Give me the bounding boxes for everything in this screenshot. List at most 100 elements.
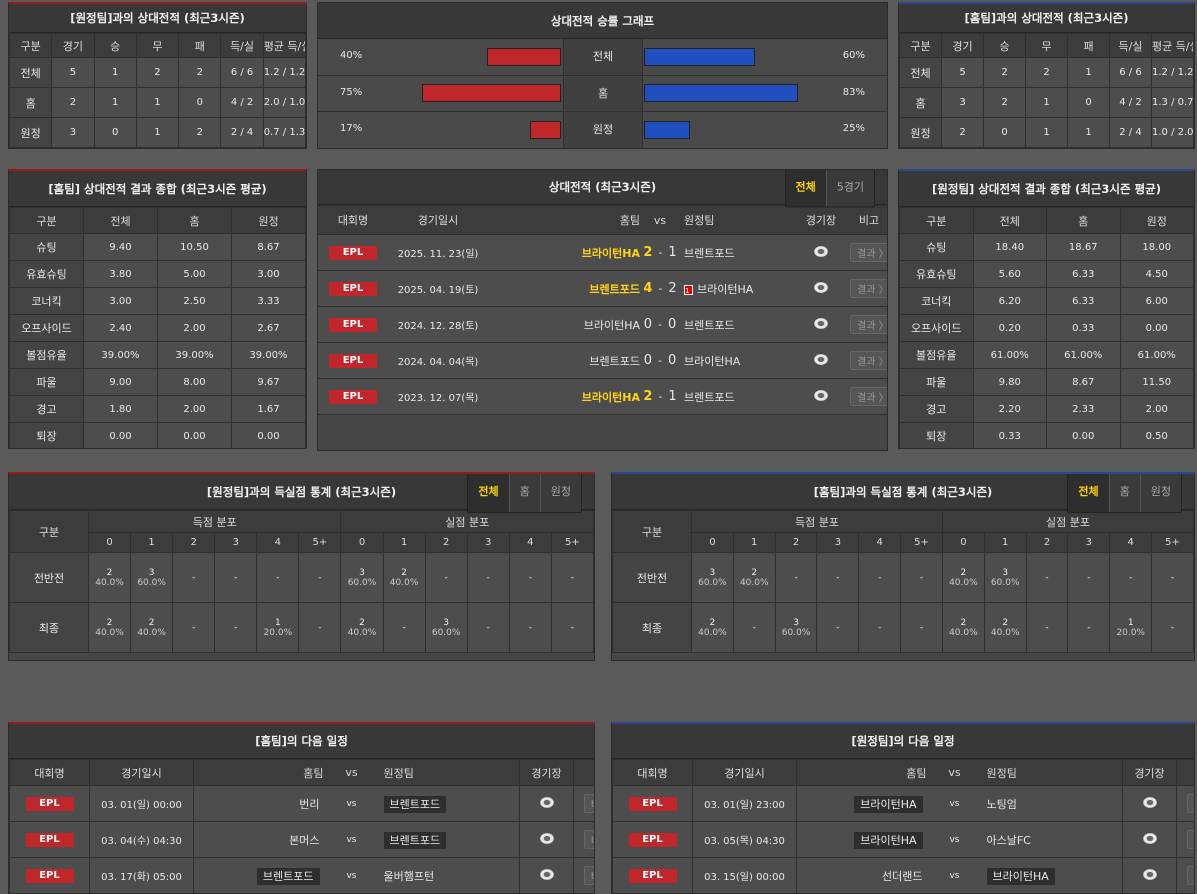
cell-value: 2 / 4 [220, 117, 264, 148]
table-row: 최종 2 40.0% -3 60.0% - - -2 40.0% 2 40.0% - -1 20.0% - [612, 602, 1194, 653]
distribution-cell: - [774, 552, 818, 603]
cell-value: 2.67 [231, 314, 306, 342]
result-button[interactable]: 결과 〉 [850, 387, 887, 406]
away-cell: 브렌트포드 [379, 821, 520, 858]
schedule-row[interactable]: EPL 03. 01(일) 00:00 번리 vs 브렌트포드 비교 〉 [9, 785, 594, 822]
away-score: 2 [668, 281, 677, 296]
table-row: 경고 1.80 2.00 1.67 [9, 395, 306, 423]
filter-1[interactable]: 5경기 [825, 170, 874, 207]
league-badge: EPL [25, 832, 74, 847]
distribution-cell: 3 60.0% [340, 552, 384, 603]
distribution-cell: - [858, 552, 902, 603]
schedule-row[interactable]: EPL 03. 04(수) 04:30 본머스 vs 브렌트포드 비교 〉 [9, 821, 594, 858]
filter-0[interactable]: 전체 [1068, 474, 1109, 512]
match-row[interactable]: EPL 2023. 12. 07(목) 브라이턴HA 2-1 브렌트포드 결과 〉 [318, 378, 887, 415]
stadium-icon[interactable] [1142, 868, 1157, 880]
count: 3 [443, 617, 450, 628]
cell-value: 18.40 [972, 233, 1047, 261]
stadium-icon[interactable] [814, 245, 828, 257]
table-row: 오프사이드 2.40 2.00 2.67 [9, 314, 306, 342]
panel-title-text: 상대전적 (최근3시즌) [548, 180, 657, 194]
distribution-cell: - [1151, 552, 1194, 603]
stadium-icon[interactable] [1142, 796, 1157, 808]
red-card-badge: 1 [684, 284, 693, 295]
panel-title-text: [원정팀]과의 상대전적 (최근3시즌) [70, 11, 245, 25]
percent: 40.0% [347, 627, 377, 638]
result-button[interactable]: 결과 〉 [850, 315, 887, 334]
row-label: 경고 [9, 395, 84, 423]
stadium-icon[interactable] [539, 796, 554, 808]
stadium-icon[interactable] [539, 868, 554, 880]
percent: 60.0% [347, 577, 377, 588]
row-label: 원정 [9, 117, 53, 148]
percent: 20.0% [263, 627, 293, 638]
filter-1[interactable]: 홈 [508, 474, 540, 512]
result-button[interactable]: 결과 〉 [850, 279, 887, 298]
filter-1[interactable]: 홈 [1108, 474, 1140, 512]
compare-button[interactable]: 비교 〉 [583, 830, 594, 849]
filter-toggle: 전체 홈 원정 [467, 474, 582, 513]
league-cell: EPL [612, 785, 693, 822]
compare-button[interactable]: 비교 〉 [1186, 830, 1194, 849]
action-cell: 결과 〉 [850, 306, 887, 343]
count: - [878, 622, 882, 633]
stadium-icon[interactable] [814, 317, 828, 329]
home-team: 선더랜드 [882, 869, 923, 883]
distribution-cell: 1 20.0% [1109, 602, 1153, 653]
home-winrate-bar [422, 84, 561, 103]
stadium-icon[interactable] [814, 389, 828, 401]
goals-home-panel: [홈팀]과의 득실점 통계 (최근3시즌) 전체 홈 원정 구분 득점 분포 실점 분포 0 1… [611, 472, 1195, 661]
distribution-cell: - [466, 552, 510, 603]
row-label: 코너킥 [899, 287, 974, 315]
result-button[interactable]: 결과 〉 [850, 351, 887, 370]
stadium-icon[interactable] [1142, 832, 1157, 844]
league-badge: EPL [628, 796, 677, 811]
row-label: 유효슈팅 [899, 260, 974, 288]
panel-title: [홈팀]과의 득실점 통계 (최근3시즌) 전체 홈 원정 [612, 474, 1194, 513]
goal-count-header: 2 [774, 532, 818, 553]
match-row[interactable]: EPL 2025. 04. 19(토) 브렌트포드 4-2 1 브라이턴HA 결과 〉 [318, 270, 887, 307]
panel-title: 상대전적 승률 그래프 [318, 3, 887, 39]
stadium-icon[interactable] [814, 281, 828, 293]
filter-2[interactable]: 원정 [1139, 474, 1181, 512]
compare-button[interactable]: 비교 〉 [583, 794, 594, 813]
distribution-cell: - [816, 552, 860, 603]
stadium-icon[interactable] [539, 832, 554, 844]
cell-value: 9.80 [972, 368, 1047, 396]
filter-2[interactable]: 원정 [539, 474, 581, 512]
row-label: 최종 [9, 602, 89, 653]
match-row[interactable]: EPL 2024. 12. 28(토) 브라이턴HA 0-0 브렌트포드 결과 〉 [318, 306, 887, 343]
percent: 40.0% [739, 577, 769, 588]
stadium-icon[interactable] [814, 353, 828, 365]
schedule-row[interactable]: EPL 03. 05(목) 04:30 브라이턴HA vs 아스날FC 비교 〉 [612, 821, 1194, 858]
schedule-row[interactable]: EPL 03. 15(일) 00:00 선더랜드 vs 브라이턴HA 비교 〉 [612, 857, 1194, 893]
match-date: 03. 15(일) 00:00 [704, 872, 785, 883]
away-team: 브렌트포드 [684, 246, 735, 260]
filter-toggle: 전체 홈 원정 [1067, 474, 1182, 513]
cell-value: 2.33 [1046, 395, 1121, 423]
cell-value: 1 [93, 57, 137, 88]
home-team: 번리 [299, 797, 320, 811]
compare-button[interactable]: 비교 〉 [1186, 794, 1194, 813]
column-header: 원정 [231, 207, 306, 234]
schedule-row[interactable]: EPL 03. 01(일) 23:00 브라이턴HA vs 노팅엄 비교 〉 [612, 785, 1194, 822]
percent: 60.0% [698, 577, 727, 588]
away-score: 1 [668, 389, 677, 404]
cell-value: 18.67 [1046, 233, 1121, 261]
filter-0[interactable]: 전체 [468, 474, 509, 512]
compare-button[interactable]: 비교 〉 [1186, 866, 1194, 885]
schedule-row[interactable]: EPL 03. 17(화) 05:00 브렌트포드 vs 울버햄프턴 비교 〉 [9, 857, 594, 893]
cell-value: 2 [178, 57, 222, 88]
vs-label: vs [346, 799, 357, 809]
compare-button[interactable]: 비교 〉 [583, 866, 594, 885]
result-button[interactable]: 결과 〉 [850, 243, 887, 262]
stadium-cell [792, 270, 850, 307]
filter-0[interactable]: 전체 [785, 170, 826, 207]
count: - [486, 622, 490, 633]
away-score: 0 [667, 317, 677, 332]
match-row[interactable]: EPL 2025. 11. 23(일) 브라이턴HA 2-1 브렌트포드 결과 〉 [318, 234, 887, 271]
cell-value: 39.00% [231, 341, 306, 369]
column-header: 승 [983, 33, 1026, 58]
match-row[interactable]: EPL 2024. 04. 04(목) 브렌트포드 0-0 브라이턴HA 결과 〉 [318, 342, 887, 379]
